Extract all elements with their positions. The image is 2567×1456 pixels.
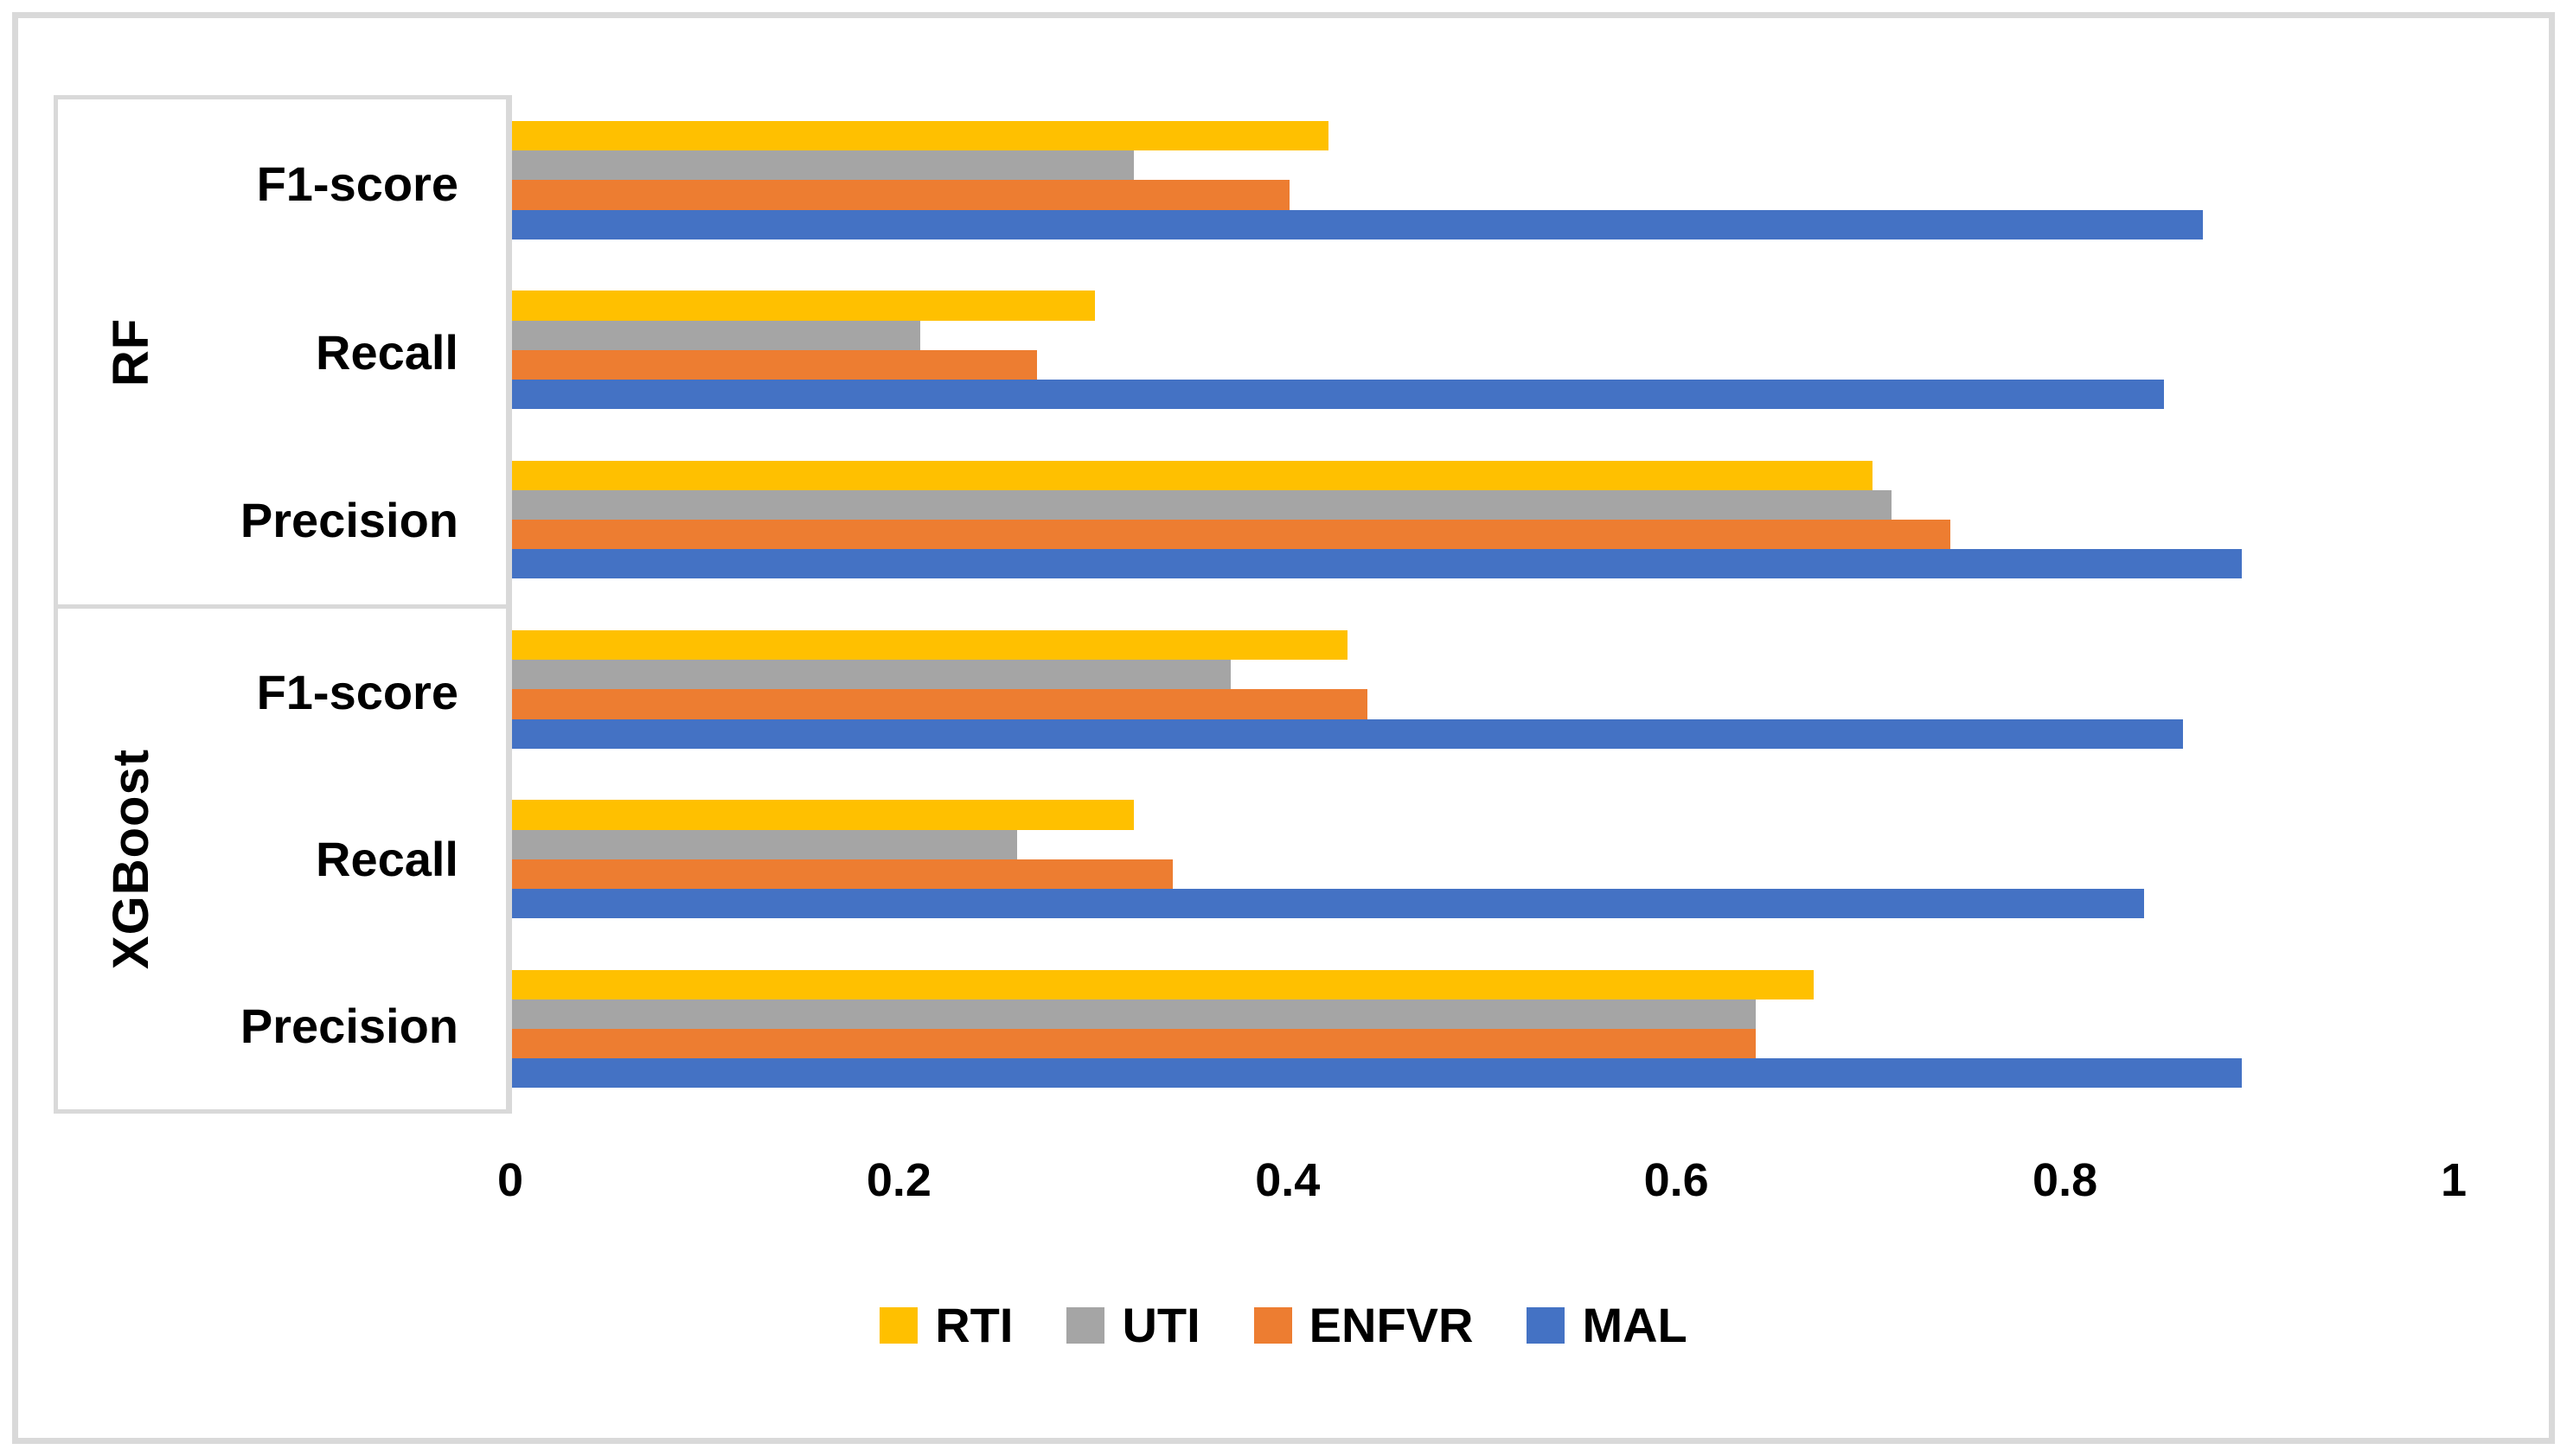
category-label: Precision bbox=[240, 999, 458, 1053]
bar-enfvr-3 bbox=[512, 520, 1950, 550]
bar-rti-5 bbox=[512, 800, 1135, 830]
figure-border bbox=[12, 12, 2555, 1444]
bar-mal-4 bbox=[512, 718, 2184, 749]
x-tick-label: 1 bbox=[2440, 1154, 2468, 1206]
legend-item-uti: UTI bbox=[1066, 1300, 1200, 1351]
legend-item-enfvr: ENFVR bbox=[1253, 1298, 1474, 1352]
group-cell-rf: RF F1-score Recall Precision bbox=[58, 99, 506, 604]
bar-uti-1 bbox=[512, 150, 1135, 181]
bar-uti-5 bbox=[512, 829, 1018, 859]
bar-enfvr-6 bbox=[512, 1029, 1757, 1059]
bar-mal-6 bbox=[512, 1058, 2242, 1089]
group-axis-label: XGBoost bbox=[58, 609, 205, 1109]
metric-labels-column: F1-score Recall Precision bbox=[205, 609, 506, 1109]
bar-uti-2 bbox=[512, 320, 920, 350]
legend-item-mal: MAL bbox=[1527, 1300, 1687, 1351]
bar-rti-1 bbox=[512, 121, 1328, 151]
bar-mal-1 bbox=[512, 209, 2203, 239]
category-label: F1-score bbox=[256, 665, 458, 719]
group-cell-xgboost: XGBoost F1-score Recall Precision bbox=[58, 604, 506, 1109]
legend-swatch-rti bbox=[880, 1307, 919, 1344]
bar-uti-3 bbox=[512, 489, 1892, 520]
category-label: Recall bbox=[316, 832, 458, 886]
legend: RTI UTI ENFVR MAL bbox=[0, 1295, 2567, 1356]
x-tick-label: 0.8 bbox=[2032, 1154, 2098, 1206]
x-tick-label: 0 bbox=[496, 1154, 524, 1206]
group-axis-label: RF bbox=[58, 99, 205, 604]
bar-uti-4 bbox=[512, 660, 1232, 690]
legend-swatch-uti bbox=[1066, 1307, 1105, 1344]
bar-rti-3 bbox=[512, 460, 1872, 490]
legend-label: UTI bbox=[1122, 1298, 1200, 1352]
category-axis-panel: RF F1-score Recall Precision XGBoost F1-score… bbox=[54, 95, 510, 1114]
bar-rti-2 bbox=[512, 291, 1096, 321]
group-axis-label-text: RF bbox=[103, 317, 160, 386]
legend-item-rti: RTI bbox=[880, 1300, 1013, 1351]
category-label: F1-score bbox=[256, 156, 458, 211]
bar-mal-3 bbox=[512, 549, 2242, 579]
legend-label: MAL bbox=[1582, 1298, 1687, 1352]
bar-mal-2 bbox=[512, 379, 2164, 410]
bar-enfvr-2 bbox=[512, 349, 1037, 380]
category-label: Recall bbox=[316, 324, 458, 380]
legend-label: RTI bbox=[935, 1298, 1014, 1352]
bar-enfvr-1 bbox=[512, 180, 1290, 210]
metric-labels-column: F1-score Recall Precision bbox=[205, 99, 506, 604]
legend-label: ENFVR bbox=[1309, 1298, 1474, 1352]
value-axis-line bbox=[509, 95, 512, 1114]
bar-enfvr-5 bbox=[512, 859, 1173, 889]
x-tick-label: 0.4 bbox=[1255, 1154, 1321, 1206]
x-tick-label: 0.6 bbox=[1643, 1154, 1709, 1206]
bar-uti-6 bbox=[512, 999, 1757, 1030]
x-tick-label: 0.2 bbox=[866, 1154, 931, 1206]
category-label: Precision bbox=[240, 493, 458, 548]
bar-enfvr-4 bbox=[512, 689, 1367, 719]
legend-swatch-enfvr bbox=[1253, 1307, 1292, 1344]
group-axis-label-text: XGBoost bbox=[103, 748, 160, 970]
bar-rti-4 bbox=[512, 630, 1348, 661]
bar-rti-6 bbox=[512, 969, 1815, 999]
legend-swatch-mal bbox=[1527, 1307, 1565, 1344]
bar-mal-5 bbox=[512, 888, 2145, 919]
